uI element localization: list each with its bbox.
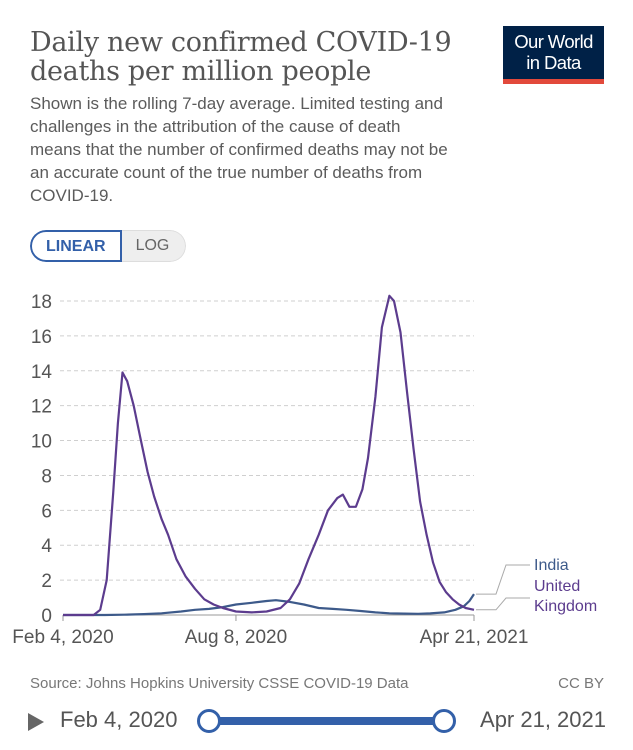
x-axis: Feb 4, 2020 Aug 8, 2020 Apr 21, 2021	[12, 614, 529, 648]
x-tick-label: Feb 4, 2020	[12, 627, 113, 648]
y-tick-label: 18	[31, 292, 52, 313]
series-lines	[63, 294, 475, 617]
log-scale-button[interactable]: LOG	[121, 230, 187, 262]
timeline-start-label: Feb 4, 2020	[60, 707, 178, 732]
legend-label: India	[534, 557, 569, 574]
y-tick-label: 6	[41, 501, 52, 522]
series-line-india	[63, 593, 475, 617]
y-axis-ticks: 0 2 4 6 8 10 12 14 16 18	[31, 292, 53, 627]
timeline-end-label: Apr 21, 2021	[480, 707, 606, 732]
legend-label: United	[534, 578, 580, 595]
x-tick-label: Apr 21, 2021	[420, 627, 529, 648]
timeline-end-handle[interactable]	[432, 709, 456, 733]
legend-connector	[476, 597, 530, 611]
linear-scale-button[interactable]: LINEAR	[30, 230, 122, 262]
timeline: Feb 4, 2020 Apr 21, 2021	[28, 703, 608, 743]
y-tick-label: 16	[31, 327, 52, 348]
legend-label: Kingdom	[534, 598, 597, 615]
timeline-start-handle[interactable]	[197, 709, 221, 733]
y-tick-label: 0	[41, 606, 52, 627]
source-text[interactable]: Source: Johns Hopkins University CSSE CO…	[30, 675, 409, 692]
logo-line-2: in Data	[526, 52, 581, 73]
chart-footer: Source: Johns Hopkins University CSSE CO…	[30, 675, 604, 692]
timeline-track[interactable]	[210, 717, 446, 725]
y-tick-label: 2	[41, 571, 52, 592]
license-text[interactable]: CC BY	[558, 675, 604, 692]
x-tick-label: Aug 8, 2020	[185, 627, 287, 648]
chart-subtitle: Shown is the rolling 7-day average. Limi…	[30, 94, 448, 205]
y-tick-label: 12	[31, 397, 52, 418]
chart-title: Daily new confirmed COVID-19 deaths per …	[30, 27, 452, 87]
y-tick-label: 8	[41, 466, 52, 487]
legend-connector	[476, 564, 530, 595]
logo-line-1: Our World	[514, 31, 593, 52]
our-world-in-data-logo[interactable]: Our World in Data	[503, 26, 604, 84]
series-line-united-kingdom	[63, 294, 475, 617]
y-tick-label: 14	[31, 362, 53, 383]
y-tick-label: 4	[41, 536, 52, 557]
line-chart: 0 2 4 6 8 10 12 14 16 18 Feb 4, 2020 Aug 8, 2020 Ap…	[12, 292, 597, 648]
legend: India United Kingdom	[476, 557, 597, 615]
y-tick-label: 10	[31, 432, 52, 453]
play-icon[interactable]	[28, 713, 44, 731]
scale-toggle: LINEAR LOG	[30, 230, 187, 262]
